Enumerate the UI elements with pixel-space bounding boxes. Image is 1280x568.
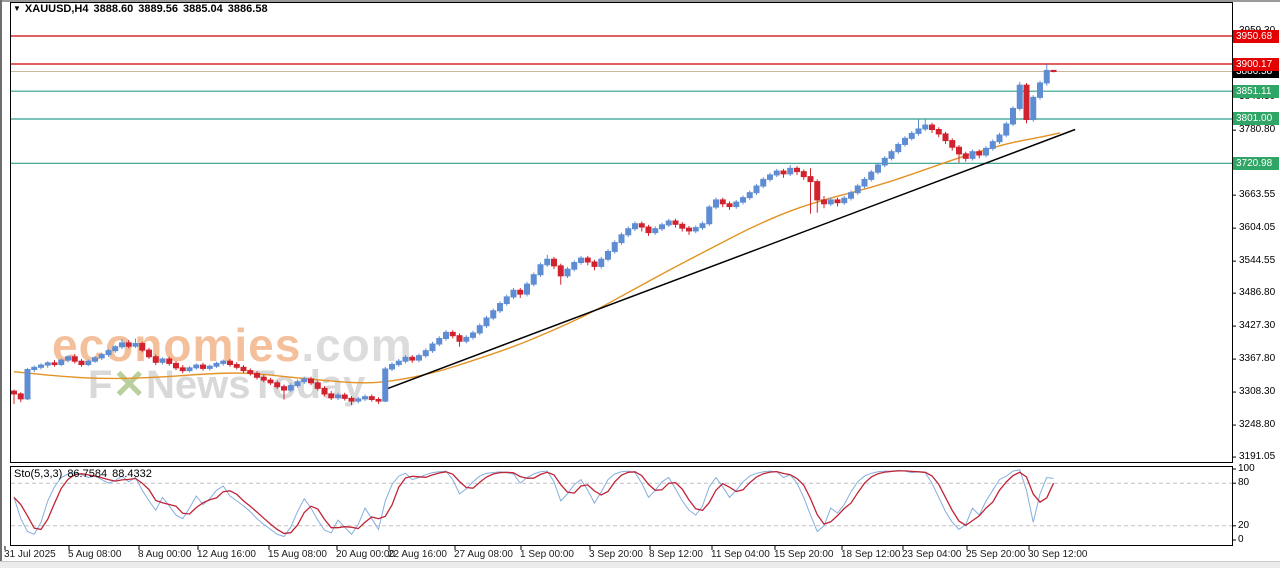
quote-close: 3886.58 bbox=[227, 3, 268, 15]
window-bottom-edge bbox=[0, 561, 1280, 568]
indicator-k-value: 86.7584 bbox=[67, 468, 108, 480]
symbol-timeframe-label: XAUUSD,H4 bbox=[24, 3, 89, 15]
window-left-edge bbox=[0, 0, 2, 561]
triangle-down-icon[interactable]: ▼ bbox=[13, 4, 21, 13]
indicator-name: Sto(5,3,3) bbox=[14, 468, 63, 480]
watermark-sub-f: F bbox=[88, 363, 113, 407]
indicator-label: Sto(5,3,3) 86.7584 88.4332 bbox=[14, 468, 152, 480]
window-top-edge bbox=[0, 0, 1280, 2]
watermark-x-glyph: ✕ bbox=[112, 363, 146, 407]
quote-bar: ▼ XAUUSD,H4 3888.60 3889.56 3885.04 3886.58 bbox=[13, 3, 268, 15]
quote-low: 3885.04 bbox=[183, 3, 223, 15]
quote-high: 3889.56 bbox=[138, 3, 179, 15]
watermark-brand-suffix: .com bbox=[301, 319, 413, 371]
indicator-d-value: 88.4332 bbox=[112, 468, 152, 480]
quote-open: 3888.60 bbox=[93, 3, 134, 15]
